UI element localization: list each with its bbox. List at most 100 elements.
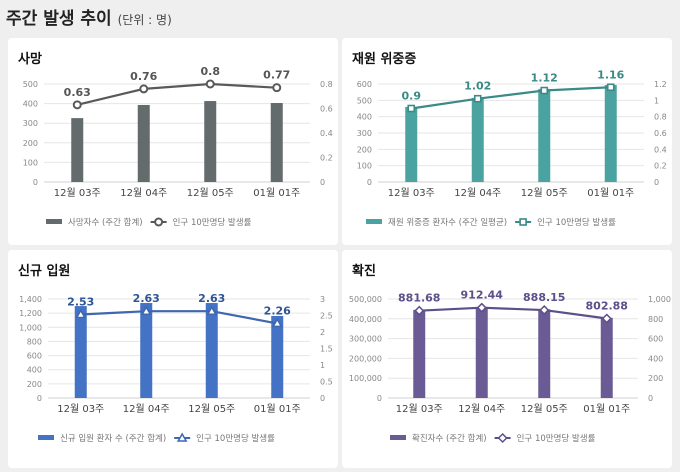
rate-marker [414, 305, 425, 316]
rate-marker [539, 305, 550, 316]
chart-svg: 0 100 200 300 400 500 0 0.2 0.4 0.6 0.8 0.63 0.76 0.8… [23, 65, 333, 228]
y-left-tick-label: 400,000 [349, 315, 382, 324]
y-right-tick-label: 600 [648, 335, 663, 344]
legend-bar-label: 사망자수 (주간 합계) [68, 217, 143, 228]
y-right-tick-label: 200 [648, 374, 663, 383]
y-right-tick-label: 0.6 [654, 129, 667, 138]
legend-line-label: 인구 10만명당 발생률 [173, 217, 252, 228]
y-left-tick-label: 0 [33, 178, 38, 187]
rate-marker [206, 305, 218, 315]
x-tick-label: 12월 04주 [454, 187, 501, 199]
data-label: 0.77 [263, 69, 290, 82]
legend-bar-swatch [38, 435, 54, 440]
bar [74, 306, 87, 398]
data-label: 0.63 [64, 86, 91, 99]
data-label: 888.15 [523, 291, 565, 304]
x-tick-label: 01월 01주 [253, 187, 300, 199]
y-right-tick-label: 0.6 [320, 105, 333, 114]
chart-panel-confirmed: 확진 0 100,000 200,000 300,000 400,000 500,000 0… [342, 250, 672, 468]
y-right-tick-label: 0.8 [320, 80, 333, 89]
y-right-tick-label: 1.2 [654, 80, 667, 89]
bar [270, 103, 283, 182]
rate-marker [606, 83, 615, 92]
chart-title: 사망 [18, 52, 42, 67]
legend-line-label: 인구 10만명당 발생률 [537, 217, 616, 228]
y-left-tick-label: 200 [357, 145, 372, 154]
rate-marker [272, 83, 282, 93]
legend-line-label: 인구 10만명당 발생률 [196, 433, 275, 444]
rate-line [419, 306, 607, 320]
chart-panel-admissions: 신규 입원 0 200 400 600 800 1,000 1,200 1,400 0 0.5 1 1… [8, 250, 338, 468]
y-left-tick-label: 1,200 [19, 309, 42, 318]
y-right-tick-label: 2 [320, 328, 325, 337]
y-left-tick-label: 200 [23, 139, 38, 148]
rate-marker [72, 100, 82, 110]
bar [600, 317, 613, 398]
chart-svg: 0 100 200 300 400 500 600 0 0.2 0.4 0.6 0.8 1 1.2 0.9 1… [357, 68, 667, 228]
y-right-tick-label: 800 [648, 315, 663, 324]
bar [71, 118, 84, 182]
rate-marker [601, 313, 612, 324]
data-label: 912.44 [461, 289, 504, 302]
unit-label: (단위 : 명) [117, 13, 172, 27]
rate-line [411, 86, 611, 110]
y-left-tick-label: 200,000 [349, 354, 382, 363]
y-left-tick-label: 300,000 [349, 335, 382, 344]
chart-panel-severe: 재원 위중증 0 100 200 300 400 500 600 0 0.2 0.4 0.6 0.8 1… [342, 38, 672, 245]
y-right-tick-label: 400 [648, 354, 663, 363]
legend-marker [497, 432, 508, 444]
bar [413, 309, 426, 398]
y-left-tick-label: 200 [27, 380, 42, 389]
y-left-tick-label: 1,000 [19, 323, 42, 332]
x-tick-label: 01월 01주 [587, 187, 634, 199]
y-left-tick-label: 300 [23, 119, 38, 128]
data-label: 2.53 [67, 296, 94, 309]
y-left-tick-label: 0 [37, 394, 42, 403]
rate-marker [205, 79, 215, 89]
data-label: 0.76 [130, 70, 157, 83]
legend-marker [154, 217, 164, 227]
y-left-tick-label: 100 [357, 162, 372, 171]
y-left-tick-label: 500 [23, 80, 38, 89]
legend-bar-label: 재원 위중증 환자수 (주간 일평균) [388, 217, 507, 228]
bar [405, 106, 418, 182]
rate-marker [540, 86, 549, 95]
chart-title: 재원 위중증 [352, 52, 417, 67]
bar [204, 101, 217, 182]
legend-bar-swatch [366, 219, 382, 224]
x-tick-label: 12월 03주 [388, 187, 435, 199]
rate-marker [407, 104, 416, 113]
chart-svg: 0 200 400 600 800 1,000 1,200 1,400 0 0.5 1 1.5 2 2.5… [19, 292, 333, 444]
rate-marker [139, 84, 149, 94]
y-left-tick-label: 500,000 [349, 295, 382, 304]
x-tick-label: 12월 03주 [396, 403, 443, 415]
bar [271, 315, 284, 398]
bar [604, 84, 617, 182]
y-right-tick-label: 0.2 [320, 154, 333, 163]
data-label: 2.63 [133, 292, 160, 305]
data-label: 0.9 [402, 90, 422, 103]
x-tick-label: 12월 03주 [57, 403, 104, 415]
y-right-tick-label: 1.5 [320, 345, 333, 354]
rate-marker [271, 317, 283, 328]
x-tick-label: 12월 04주 [458, 403, 505, 415]
data-label: 1.16 [597, 68, 624, 81]
legend-marker [519, 218, 527, 226]
y-right-tick-label: 2.5 [320, 312, 333, 321]
page-title-text: 주간 발생 추이 [6, 9, 112, 29]
data-label: 2.63 [198, 292, 225, 305]
y-left-tick-label: 100 [23, 158, 38, 167]
rate-marker [473, 94, 482, 103]
data-label: 2.26 [264, 304, 291, 317]
y-right-tick-label: 0 [320, 178, 325, 187]
data-label: 802.88 [586, 300, 628, 313]
rate-marker [476, 302, 487, 313]
x-tick-label: 12월 05주 [521, 187, 568, 199]
y-left-tick-label: 400 [357, 113, 372, 122]
x-tick-label: 12월 05주 [521, 403, 568, 415]
y-left-tick-label: 500 [357, 96, 372, 105]
bar [137, 104, 150, 182]
data-label: 1.02 [464, 80, 491, 93]
y-left-tick-label: 0 [367, 178, 372, 187]
y-right-tick-label: 0 [648, 394, 653, 403]
